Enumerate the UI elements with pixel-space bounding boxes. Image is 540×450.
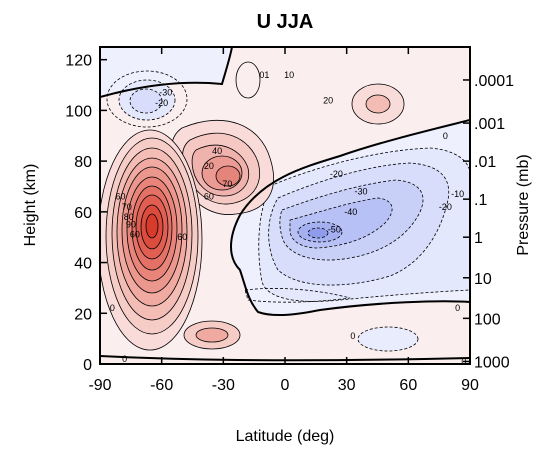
x-tick-label: 60 xyxy=(399,377,417,394)
x-tick-label: -30 xyxy=(212,377,235,394)
contour-label: 60 xyxy=(177,232,187,242)
x-tick-label: -90 xyxy=(88,377,111,394)
contour-label: 20 xyxy=(204,161,214,171)
pressure-tick-label: 1 xyxy=(474,230,483,247)
contour-label: 60 xyxy=(116,192,126,202)
contour-label: -30 xyxy=(355,187,368,197)
contour-label: 70 xyxy=(222,179,232,189)
contour-label: 0 xyxy=(350,331,355,341)
y-tick-label: 80 xyxy=(74,154,92,171)
x-tick-label: 90 xyxy=(461,377,479,394)
axis-ticks: -90 -60 -30 0 30 60 90020406080100120100010010… xyxy=(65,47,514,394)
pressure-tick-label: .0001 xyxy=(474,73,514,90)
contour-label: 0 xyxy=(110,303,115,313)
zero-contour-surface xyxy=(100,355,470,362)
y-tick-label: 120 xyxy=(65,53,92,70)
pressure-tick-label: 100 xyxy=(474,311,501,328)
contour-label: 0 xyxy=(122,354,127,364)
y-tick-label: 40 xyxy=(74,256,92,273)
pressure-tick-label: 1000 xyxy=(474,354,510,371)
x-tick-label: 0 xyxy=(281,377,290,394)
contour-label: 10 xyxy=(284,70,294,80)
y-tick-label: 0 xyxy=(83,357,92,374)
negative-contours xyxy=(106,70,470,352)
pressure-tick-label: 10 xyxy=(474,271,492,288)
contour-neg-10-low-strat xyxy=(244,288,351,303)
x-tick-label: -60 xyxy=(150,377,173,394)
y-axis-title: Height (km) xyxy=(22,164,39,247)
contour-label: 90 xyxy=(126,220,136,230)
zero-contour-main xyxy=(230,119,470,317)
contour-label: 70 xyxy=(122,202,132,212)
contour-label: 0 xyxy=(461,356,466,366)
positive-contours xyxy=(100,61,405,351)
contour-pos-30-upper-right xyxy=(365,94,391,114)
contour-label: 60 xyxy=(204,192,214,202)
contour-neg-10-upper-left xyxy=(106,70,188,128)
contour-neg-60 xyxy=(307,227,329,239)
pressure-tick-label: .001 xyxy=(474,116,505,133)
contour-label: -30 xyxy=(159,88,172,98)
contour-label: 0 xyxy=(455,303,460,313)
contour-label: -10 xyxy=(451,189,464,199)
contour-label: 01 xyxy=(259,70,269,80)
x-tick-label: 30 xyxy=(338,377,356,394)
chart-title: U JJA xyxy=(257,11,314,33)
y-tick-label: 60 xyxy=(74,205,92,222)
contour-pos-60-mid xyxy=(215,165,241,187)
contour-label: -20 xyxy=(155,98,168,108)
contour-label: 20 xyxy=(323,95,333,105)
contour-label: 40 xyxy=(212,146,222,156)
y-tick-label: 100 xyxy=(65,103,92,120)
pressure-tick-label: .1 xyxy=(474,192,487,209)
x-axis-title: Latitude (deg) xyxy=(236,428,335,445)
zero-contour-upper-left xyxy=(100,47,233,98)
contour-pos-10-upper xyxy=(235,61,261,99)
contour-label: -40 xyxy=(344,207,357,217)
pressure-tick-label: .01 xyxy=(474,154,496,171)
contour-label: -20 xyxy=(330,169,343,179)
contour-label: 0 xyxy=(443,131,448,141)
contour-pos-30-lower xyxy=(195,327,229,343)
contour-label: 60 xyxy=(130,230,140,240)
contour-label: 80 xyxy=(124,212,134,222)
contour-pos-100-main xyxy=(145,213,159,239)
contour-neg-10-lower xyxy=(357,326,419,352)
y-tick-label: 20 xyxy=(74,306,92,323)
right-axis-title: Pressure (mb) xyxy=(515,154,532,255)
zero-contours xyxy=(100,47,470,362)
contour-neg-30-upper-left xyxy=(129,88,163,114)
contour-label: -50 xyxy=(328,225,341,235)
contour-label: -20 xyxy=(439,202,452,212)
